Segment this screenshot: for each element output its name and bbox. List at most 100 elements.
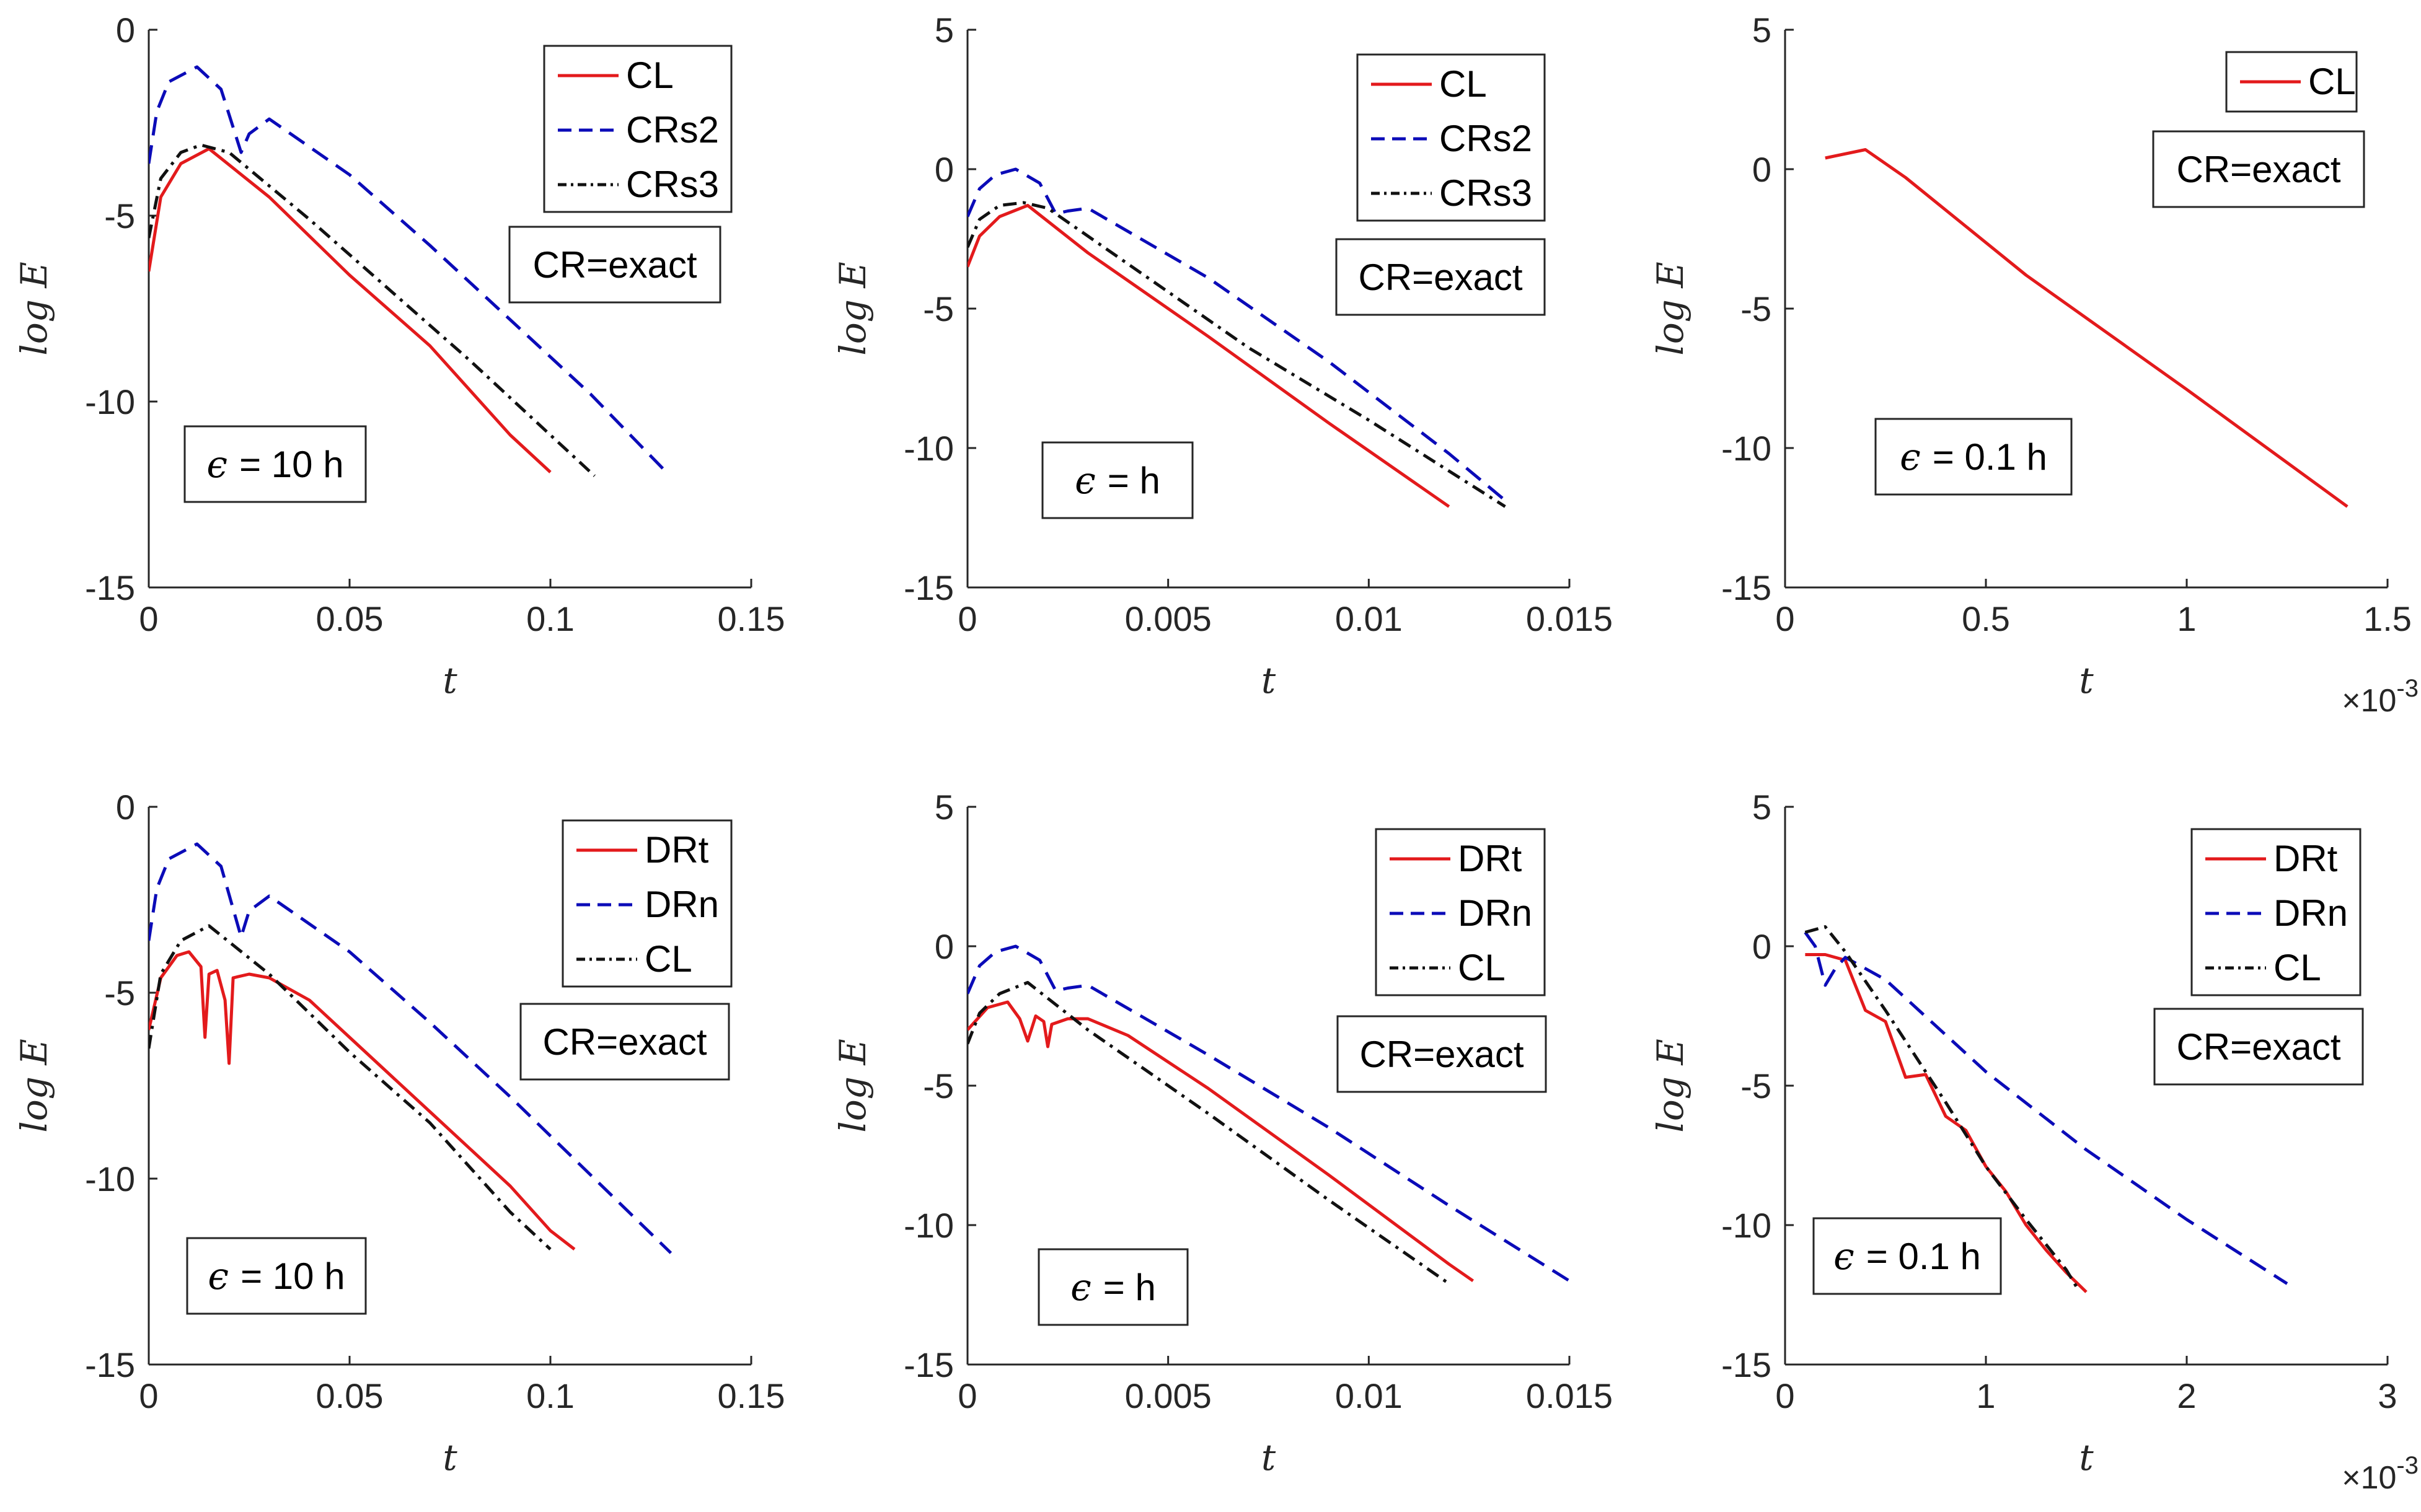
annotation-text: CR=exact [2176,149,2340,190]
y-tick-label: -10 [904,429,954,468]
y-tick-label: -10 [1721,1206,1771,1245]
epsilon-label: ϵ = 10 h [206,443,343,486]
legend-entry: CL [626,55,674,96]
x-axis-label: t [1261,1436,1276,1479]
series-group [1804,925,2288,1293]
x-tick-label: 1 [1976,1376,1995,1415]
y-tick-label: -10 [904,1206,954,1245]
legend-entry: CL [645,938,692,980]
x-axis-label: t [443,659,457,701]
epsilon-box [1041,441,1194,519]
legend-entry: CRs3 [626,164,719,205]
series-group [968,944,1569,1285]
y-tick-label: 5 [935,11,954,50]
series-line-crs2 [149,65,664,470]
x-tick-label: 0 [139,599,158,638]
legend-entry: CL [1439,63,1487,105]
epsilon-box [1874,418,2073,496]
legend-entry: CL [1458,947,1506,988]
x-tick-label: 0.1 [526,599,575,638]
chart-panel-6: 0 1 2 3 5 0 -5 -10 -15 t log E ×10-3 DRt DRn CL CR=exac… [1649,788,2419,1496]
series-line-drn [1804,931,2288,1285]
y-tick-label: -15 [1721,1345,1771,1384]
x-tick-label: 0.005 [1125,599,1212,638]
annotation-text: CR=exact [2176,1026,2340,1068]
annotation-text: CR=exact [542,1021,707,1063]
x-tick-label: 0.15 [718,599,785,638]
annotation-box [508,226,721,304]
series-line-drn [968,944,1569,1283]
legend-entry: DRt [2273,838,2338,879]
annotation-text: CR=exact [1359,1034,1524,1075]
chart-panel-4: 0 0.05 0.1 0.15 0 -5 -10 -15 t log E DRt DRn CL CR=ex… [13,788,785,1479]
x-tick-label: 0.15 [718,1376,785,1415]
legend-entry: CRs2 [1439,118,1532,159]
x-tick-label: 0 [958,1376,977,1415]
x-tick-label: 1.5 [2363,599,2412,638]
series-group [1825,148,2348,508]
chart-panel-3: 0 0.5 1 1.5 5 0 -5 -10 -15 t log E ×10-3 CL CR=exact ϵ… [1649,11,2419,719]
x-axis-label: t [1261,659,1276,701]
x-tick-label: 3 [2378,1376,2397,1415]
x-tick-label: 0.015 [1526,1376,1613,1415]
x-tick-label: 0.05 [316,1376,384,1415]
y-tick-label: 0 [116,11,135,50]
x-axis-label: t [2079,1436,2094,1479]
x-tick-label: 0.005 [1125,1376,1212,1415]
y-axis-label: log E [1649,262,1691,355]
annotation-box [2153,1008,2364,1086]
annotation-box [519,1003,730,1081]
y-tick-label: -15 [904,568,954,607]
epsilon-label: ϵ = 10 h [208,1255,345,1298]
series-line-cl [1804,925,2078,1288]
x-tick-label: 0 [139,1376,158,1415]
legend-entry: CL [2308,61,2356,102]
series-line-drt [1805,953,2088,1293]
series-line-drt [149,950,576,1250]
y-axis-label: log E [832,262,874,355]
y-axis-label: log E [1649,1039,1691,1132]
y-tick-label: -5 [923,289,954,328]
epsilon-label: ϵ = h [1070,1266,1156,1309]
epsilon-box [1038,1248,1189,1326]
annotation-box [1335,238,1546,316]
series-line-cl [149,147,552,473]
y-tick-label: 0 [1752,927,1771,966]
y-tick-label: 0 [935,927,954,966]
y-tick-label: -15 [904,1345,954,1384]
annotation-box [1336,1015,1547,1093]
x-tick-label: 0 [1775,599,1794,638]
series-line-cl [149,924,552,1250]
x-tick-label: 1 [2177,599,2196,638]
epsilon-box [1812,1217,2002,1295]
epsilon-box [183,425,367,503]
x-tick-label: 0.05 [316,599,384,638]
legend-entry: DRt [1458,838,1522,879]
x-tick-label: 0 [958,599,977,638]
epsilon-label: ϵ = 0.1 h [1833,1235,1981,1278]
y-tick-label: -15 [85,1345,135,1384]
legend-entry: DRn [645,884,719,925]
y-tick-label: 5 [1752,11,1771,50]
series-group [149,65,664,477]
x-exponent-label: ×10-3 [2342,1452,2419,1496]
y-tick-label: -5 [1740,1066,1771,1105]
annotation-text: CR=exact [532,244,697,286]
y-tick-label: -5 [923,1066,954,1105]
x-tick-label: 0.01 [1335,599,1403,638]
x-tick-label: 0.1 [526,1376,575,1415]
chart-panel-5: 0 0.005 0.01 0.015 5 0 -5 -10 -15 t log E DRt DRn CL C… [832,788,1613,1479]
y-tick-label: 0 [935,150,954,189]
legend-entry: CL [2273,947,2321,988]
y-tick-label: -5 [104,196,135,235]
epsilon-label: ϵ = 0.1 h [1900,436,2047,479]
y-tick-label: 0 [1752,150,1771,189]
y-axis-label: log E [13,1039,55,1132]
series-line-cl [1825,148,2348,508]
x-axis-label: t [2079,659,2094,701]
series-group [968,167,1510,508]
legend-entry: CRs2 [626,109,719,151]
series-line-cl [968,204,1450,508]
legend-entry: DRn [2273,892,2348,934]
